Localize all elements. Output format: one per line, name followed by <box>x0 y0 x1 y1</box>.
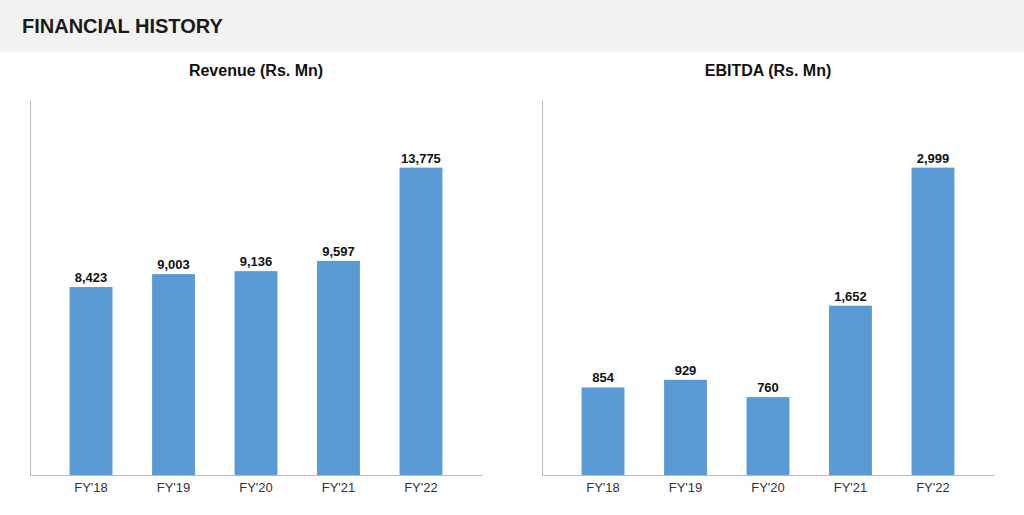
x-tick: FY'20 <box>239 475 273 495</box>
bar <box>912 168 955 475</box>
x-tick-label: FY'18 <box>586 480 620 495</box>
x-tick-label: FY'22 <box>404 480 438 495</box>
y-axis <box>542 101 543 476</box>
x-tick: FY'18 <box>586 475 620 495</box>
x-tick: FY'22 <box>404 475 438 495</box>
x-tick: FY'19 <box>157 475 191 495</box>
x-axis-line <box>31 475 483 476</box>
y-axis-line <box>542 101 543 476</box>
data-labels: 8,423 9,003 9,136 9,597 13,775 <box>75 151 441 285</box>
plot-area <box>582 168 955 475</box>
x-tick-label: FY'19 <box>157 480 191 495</box>
chart-svg: FINANCIAL HISTORY Revenue (Rs. Mn) 8,423 9,… <box>0 0 1024 515</box>
page-title: FINANCIAL HISTORY <box>22 15 223 37</box>
data-labels: 854 929 760 1,652 2,999 <box>592 151 949 395</box>
data-label: 1,652 <box>834 289 867 304</box>
bar <box>152 274 195 475</box>
x-tick-label: FY'20 <box>239 480 273 495</box>
y-axis-line <box>30 101 31 476</box>
bar <box>70 287 113 475</box>
x-tick-label: FY'19 <box>669 480 703 495</box>
data-label: 13,775 <box>401 151 441 166</box>
x-axis: FY'18 FY'19 FY'20 FY'21 FY'22 <box>31 475 483 495</box>
data-label: 9,003 <box>157 257 190 272</box>
chart-panel: EBITDA (Rs. Mn)8549297601,6522,999FY'18F… <box>543 62 995 495</box>
x-axis-line <box>543 475 995 476</box>
x-tick: FY'22 <box>916 475 950 495</box>
bar <box>235 271 278 475</box>
data-label: 929 <box>675 363 697 378</box>
x-tick-label: FY'21 <box>322 480 356 495</box>
plot-area <box>70 168 443 475</box>
x-tick: FY'21 <box>322 475 356 495</box>
data-label: 2,999 <box>917 151 950 166</box>
x-tick-label: FY'20 <box>751 480 785 495</box>
data-label: 9,136 <box>240 254 273 269</box>
chart-panel: Revenue (Rs. Mn) 8,423 9,003 9,136 9,597 13,7… <box>31 62 483 495</box>
x-tick: FY'20 <box>751 475 785 495</box>
bar <box>582 387 625 475</box>
x-axis: FY'18 FY'19 FY'20 FY'21 FY'22 <box>543 475 995 495</box>
chart-title: Revenue (Rs. Mn) <box>189 62 323 79</box>
data-label: 854 <box>592 370 614 385</box>
x-tick-label: FY'22 <box>916 480 950 495</box>
data-label: 8,423 <box>75 270 108 285</box>
x-tick-label: FY'21 <box>834 480 868 495</box>
bar <box>317 261 360 475</box>
x-tick: FY'21 <box>834 475 868 495</box>
title-banner <box>0 0 1024 52</box>
bar <box>664 380 707 475</box>
bar <box>747 397 790 475</box>
x-tick: FY'19 <box>669 475 703 495</box>
y-axis <box>30 101 31 476</box>
bar <box>829 306 872 475</box>
x-tick: FY'18 <box>74 475 108 495</box>
x-tick-label: FY'18 <box>74 480 108 495</box>
data-label: 760 <box>757 380 779 395</box>
data-label: 9,597 <box>322 244 355 259</box>
chart-title: EBITDA (Rs. Mn) <box>705 62 832 79</box>
bar <box>400 168 443 475</box>
